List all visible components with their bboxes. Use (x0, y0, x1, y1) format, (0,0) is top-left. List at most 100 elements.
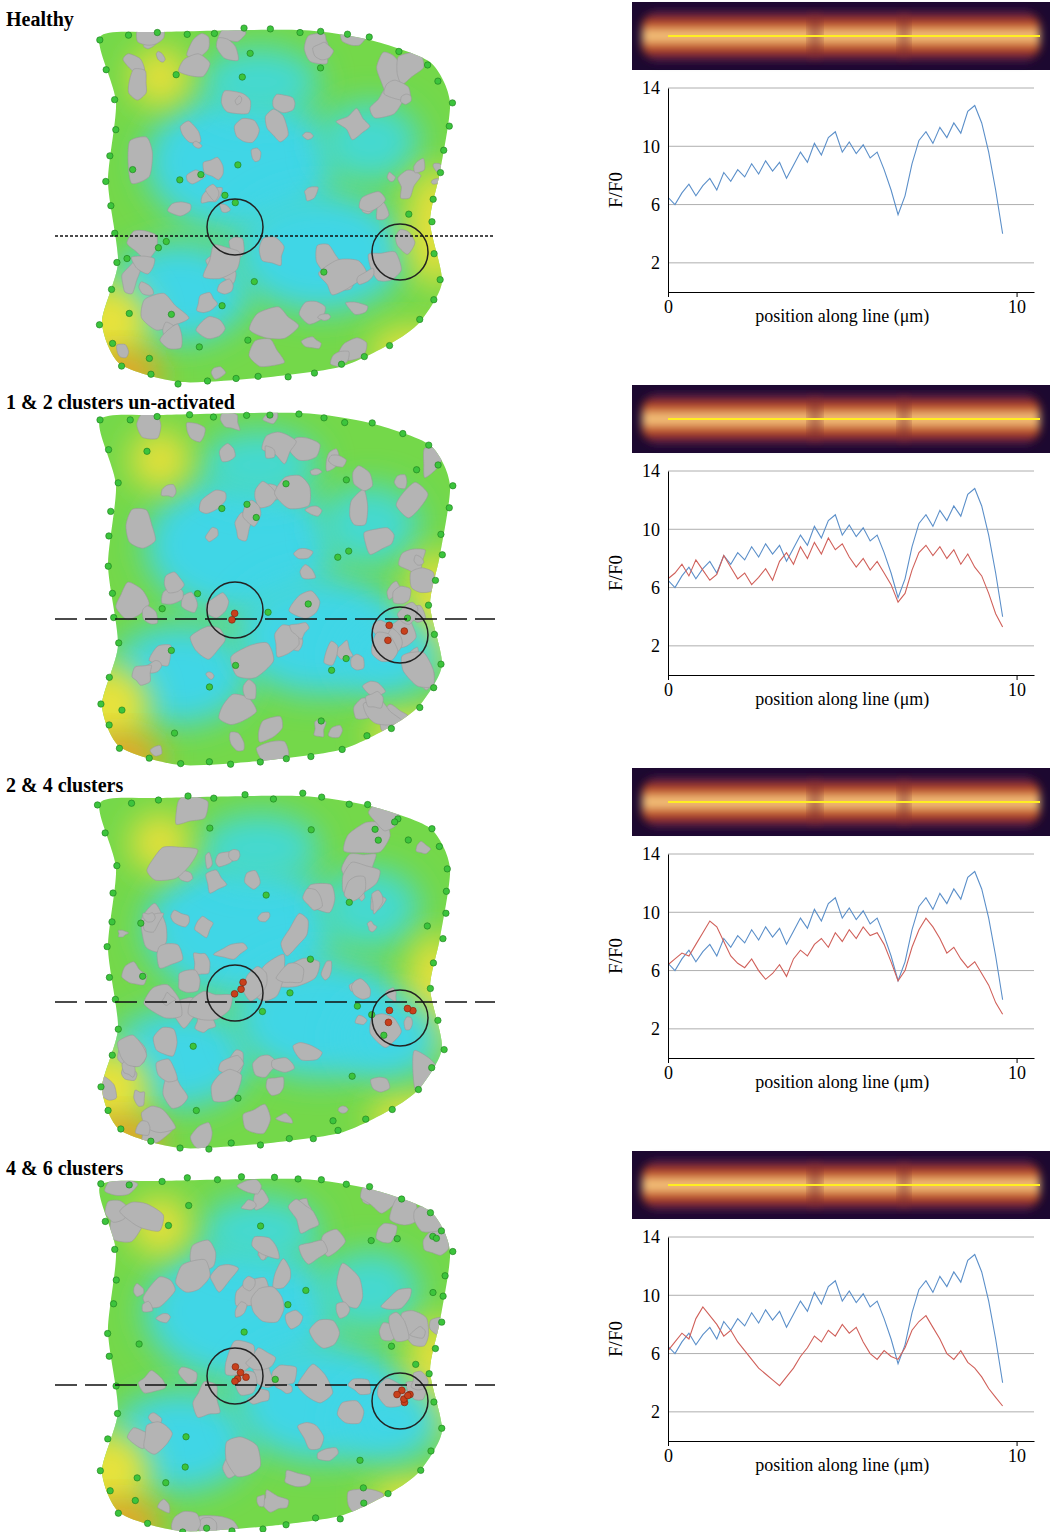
cluster-dot (237, 1369, 244, 1376)
ryr-dot (341, 419, 347, 425)
organelle (171, 1511, 200, 1532)
organelle (355, 1015, 367, 1024)
ryr-dot (136, 1341, 142, 1347)
ryr-dot (124, 255, 130, 261)
ryr-dot (229, 1528, 235, 1532)
ryr-dot (449, 100, 455, 106)
organelle (203, 245, 240, 279)
y-tick-label: 2 (651, 253, 660, 273)
ryr-dot (418, 1467, 424, 1473)
organelle (126, 508, 156, 548)
organelle (213, 943, 247, 959)
ryr-dot (102, 830, 108, 836)
cluster-dot (240, 979, 247, 986)
organelle (414, 555, 424, 565)
y-tick: 2 (651, 636, 668, 656)
ryr-dot (115, 1026, 121, 1032)
ryr-dot (190, 1043, 196, 1049)
ryr-dot (242, 791, 248, 797)
ryr-dot (211, 30, 217, 36)
ryr-dot (366, 1183, 372, 1189)
ryr-dot (450, 483, 456, 489)
organelle (273, 1259, 291, 1289)
line-series (668, 1254, 1003, 1382)
ryr-dot (102, 1218, 108, 1224)
ryr-dot (389, 1106, 395, 1112)
organelle (221, 91, 250, 114)
cluster-dot (232, 1363, 239, 1370)
cell-glow (82, 735, 162, 779)
ryr-dot (103, 178, 109, 184)
ryr-dot (110, 890, 116, 896)
highlight-circle (372, 990, 428, 1046)
x-axis-line (669, 1441, 1035, 1442)
ryr-dot (260, 1526, 266, 1532)
ryr-dot (429, 219, 435, 225)
ryr-dot (114, 259, 120, 265)
organelle (205, 852, 212, 868)
ryr-dot (437, 276, 443, 282)
ryr-dot (112, 1246, 118, 1252)
organelle (179, 970, 200, 993)
ryr-dot (114, 1410, 120, 1416)
highlight-circle (207, 199, 263, 255)
organelle (299, 1240, 328, 1264)
ryr-dot (404, 615, 410, 621)
organelle (193, 1382, 220, 1418)
ryr-dot (125, 32, 131, 38)
organelle (150, 746, 162, 757)
ryr-dot (105, 1107, 111, 1113)
grid-line (668, 1028, 1034, 1029)
ryr-dot (372, 826, 378, 832)
organelle (243, 1276, 255, 1291)
organelle (337, 1401, 363, 1424)
organelle (285, 1310, 302, 1329)
ryr-dot (435, 462, 441, 468)
organelle (263, 405, 278, 423)
organelle (198, 1516, 239, 1532)
grid-line (668, 854, 1034, 855)
organelle (249, 339, 285, 367)
cell-glow (82, 1501, 162, 1532)
ryr-dot (247, 50, 253, 56)
organelle (195, 916, 214, 937)
strip-ground (632, 2, 1050, 70)
organelle (210, 1265, 238, 1293)
organelle (179, 54, 210, 77)
organelle (251, 1287, 284, 1323)
organelle (156, 1059, 177, 1082)
ryr-dot (109, 590, 115, 596)
x-tick: 10 (1008, 1058, 1026, 1083)
cluster-dot (243, 1374, 250, 1381)
ryr-dot (344, 31, 350, 37)
ryr-dot (297, 29, 303, 35)
ryr-dot (265, 609, 271, 615)
ryr-dot (154, 413, 160, 419)
organelle (262, 1490, 289, 1512)
organelle (203, 157, 223, 179)
ryr-dot (146, 355, 152, 361)
grid-line (668, 529, 1034, 530)
cell-glow (320, 102, 420, 182)
ryr-dot (238, 1174, 244, 1180)
organelle (234, 118, 259, 142)
y-axis-line (668, 472, 669, 676)
organelle (372, 890, 383, 914)
organelle (357, 268, 374, 284)
organelle (410, 1326, 425, 1338)
organelle (255, 481, 278, 508)
ryr-dot (206, 1146, 212, 1152)
organelle (340, 31, 366, 45)
ryr-dot (98, 1084, 104, 1090)
ryr-dot (303, 1287, 309, 1293)
ryr-dot (219, 303, 225, 309)
organelle (134, 1090, 145, 1106)
y-tick: 10 (642, 137, 668, 157)
organelle (176, 794, 209, 824)
y-axis-title: F/F0 (605, 555, 626, 591)
organelle (157, 944, 183, 969)
ryr-dot (413, 1361, 419, 1367)
organelle (156, 52, 165, 63)
organelle (387, 172, 395, 181)
grid-line (668, 1237, 1034, 1238)
